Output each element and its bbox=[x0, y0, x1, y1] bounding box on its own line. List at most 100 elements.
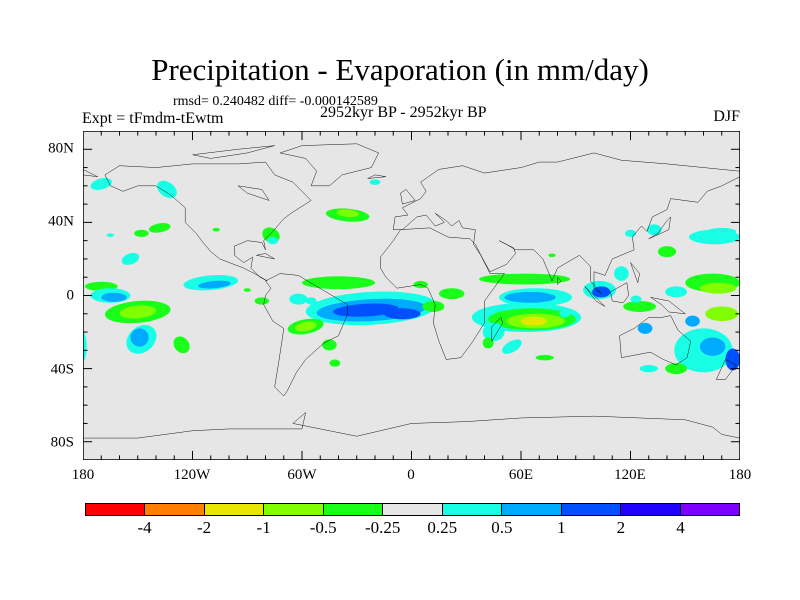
plot-title: Precipitation - Evaporation (in mm/day) bbox=[151, 52, 649, 87]
coastline bbox=[393, 177, 740, 294]
x-tick-label: 180 bbox=[71, 467, 95, 483]
coastline bbox=[193, 146, 275, 159]
colorbar-swatch bbox=[204, 504, 265, 515]
contour-region bbox=[630, 295, 642, 303]
contour-region bbox=[106, 233, 115, 238]
contour-region bbox=[699, 282, 737, 294]
contour-region bbox=[504, 291, 556, 303]
contour-region bbox=[322, 339, 337, 351]
coastline bbox=[492, 317, 503, 341]
contour-region bbox=[212, 227, 220, 232]
axis-ticks bbox=[83, 131, 740, 460]
contour-region bbox=[121, 252, 140, 265]
contour-region bbox=[548, 253, 556, 258]
contour-region bbox=[243, 288, 251, 292]
colorbar-swatch bbox=[621, 504, 681, 515]
contour-region bbox=[705, 306, 739, 322]
x-tick-label: 60E bbox=[508, 467, 534, 483]
coastline bbox=[105, 162, 311, 281]
coastline bbox=[393, 153, 740, 230]
contour-region bbox=[482, 322, 505, 342]
x-tick-label: 120E bbox=[614, 467, 646, 483]
contour-region bbox=[333, 303, 399, 317]
y-tick-label: 80S bbox=[50, 434, 74, 451]
y-tick-label: 0 bbox=[66, 287, 75, 304]
coastlines bbox=[83, 144, 740, 438]
x-tick-label: 0 bbox=[407, 467, 415, 483]
colorbar-swatch bbox=[86, 504, 146, 515]
colorbar-label: -0.25 bbox=[365, 518, 401, 537]
contour-region bbox=[592, 286, 611, 298]
contour-region bbox=[614, 266, 629, 281]
coastline bbox=[649, 217, 671, 239]
colorbar-label: -2 bbox=[196, 518, 212, 537]
contour-region bbox=[302, 276, 375, 290]
colorbar-label: 1 bbox=[557, 518, 566, 537]
colorbar-label: 0.5 bbox=[491, 518, 513, 537]
contour-region bbox=[502, 339, 522, 354]
contour-region bbox=[254, 297, 270, 305]
colorbar-label: -0.5 bbox=[309, 518, 337, 537]
coastline bbox=[620, 316, 691, 365]
contour-region bbox=[699, 337, 726, 356]
colorbar-swatch bbox=[561, 504, 622, 515]
contour-region bbox=[665, 286, 688, 298]
colorbar-label: 2 bbox=[616, 518, 626, 537]
x-tick-label: 60W bbox=[287, 467, 317, 483]
contour-region bbox=[521, 316, 547, 326]
coastline bbox=[280, 144, 379, 186]
contour-region bbox=[336, 209, 359, 218]
contour-region bbox=[623, 300, 657, 312]
contour-region bbox=[148, 222, 171, 233]
x-tick-label: 120W bbox=[173, 467, 211, 483]
contour-region bbox=[173, 336, 190, 354]
contour-region bbox=[384, 308, 421, 320]
contour-region bbox=[329, 359, 341, 367]
colorbar-swatch bbox=[502, 504, 562, 515]
y-tick-label: 80N bbox=[48, 140, 74, 157]
experiment-label: Expt = tFmdm-tEwtm bbox=[82, 110, 224, 127]
colorbar-swatch bbox=[264, 504, 324, 515]
contour-region bbox=[625, 229, 636, 238]
contour-region bbox=[637, 322, 653, 334]
contour-region bbox=[646, 224, 662, 236]
contour-region bbox=[657, 246, 677, 258]
contour-region bbox=[305, 297, 317, 305]
coastline bbox=[401, 189, 416, 204]
y-tick-label: 40S bbox=[50, 361, 74, 378]
coastline bbox=[631, 263, 640, 283]
contour-region bbox=[90, 177, 112, 191]
coastline bbox=[256, 253, 274, 258]
coastline bbox=[585, 286, 605, 306]
contour-region bbox=[369, 179, 381, 185]
map-plot bbox=[83, 131, 740, 460]
coastline bbox=[558, 277, 562, 284]
y-tick-label: 40N bbox=[48, 213, 74, 230]
colorbar-label: 0.25 bbox=[427, 518, 458, 537]
colorbar-swatch bbox=[383, 504, 443, 515]
colorbar-swatch bbox=[323, 504, 384, 515]
contour-region bbox=[422, 300, 445, 312]
coastline bbox=[264, 274, 348, 396]
contour-region bbox=[101, 292, 127, 302]
contour-region bbox=[559, 310, 571, 318]
contour-region bbox=[294, 321, 317, 332]
contour-region bbox=[438, 288, 465, 300]
coastline bbox=[380, 228, 504, 360]
coastline bbox=[83, 169, 98, 176]
contour-region bbox=[665, 363, 688, 375]
contour-region bbox=[479, 273, 571, 285]
x-tick-label: 180 bbox=[728, 467, 752, 483]
contour-region bbox=[639, 364, 658, 373]
coastline bbox=[610, 283, 628, 303]
contour-region bbox=[130, 328, 149, 347]
contour-region bbox=[685, 315, 700, 327]
contour-region bbox=[157, 180, 177, 199]
season-label: DJF bbox=[713, 108, 740, 125]
contour-fills bbox=[83, 177, 740, 375]
colorbar-label: 4 bbox=[676, 518, 685, 537]
contour-region bbox=[535, 354, 554, 361]
colorbar-label: -4 bbox=[137, 518, 152, 537]
contour-region bbox=[119, 305, 156, 319]
